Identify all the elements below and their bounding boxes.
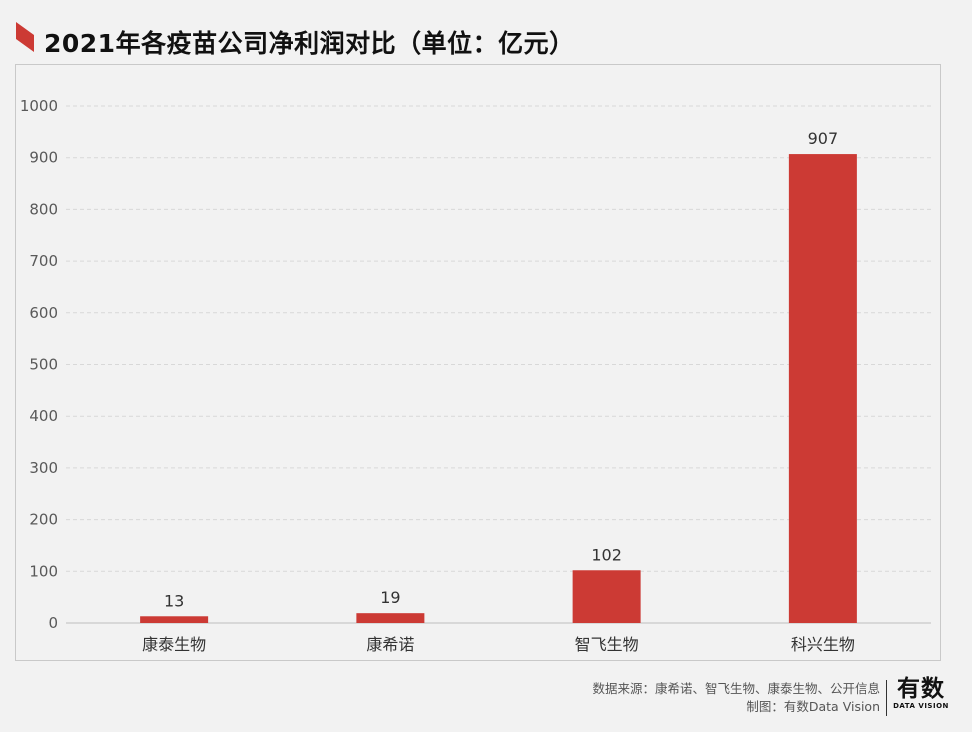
y-tick-label: 400 [29, 407, 58, 425]
x-tick-label: 康希诺 [366, 635, 414, 654]
y-tick-label: 900 [29, 149, 58, 167]
chart-area: 0 100 200 300 400 500 600 700 800 900 1000 13 康泰生物 19… [15, 64, 941, 661]
y-tick-label: 100 [29, 562, 58, 580]
y-tick-label: 300 [29, 459, 58, 477]
bar-2 [356, 613, 425, 623]
data-label: 19 [380, 588, 400, 607]
y-tick-label: 500 [29, 356, 58, 374]
bar-3 [572, 570, 641, 623]
y-tick-label: 600 [29, 304, 58, 322]
data-label: 13 [164, 591, 184, 610]
logo-text: 有数 [897, 676, 945, 702]
x-tick-label: 康泰生物 [142, 635, 206, 654]
logo-divider [886, 680, 887, 716]
brand-logo: 有数 DATA VISION [893, 676, 949, 710]
chart-credit: 制图：有数Data Vision [746, 699, 880, 714]
bar-4 [788, 154, 857, 623]
y-tick-label: 800 [29, 200, 58, 218]
y-tick-label: 700 [29, 252, 58, 270]
logo-subtext: DATA VISION [893, 702, 949, 710]
footer: 数据来源：康希诺、智飞生物、康泰生物、公开信息 制图：有数Data Vision [592, 680, 880, 716]
data-label: 102 [591, 545, 622, 564]
bar-1 [140, 616, 209, 623]
y-tick-label: 200 [29, 511, 58, 529]
data-source: 数据来源：康希诺、智飞生物、康泰生物、公开信息 [592, 681, 880, 696]
data-label: 907 [808, 129, 839, 148]
x-tick-label: 科兴生物 [791, 635, 855, 654]
x-tick-label: 智飞生物 [575, 635, 639, 654]
y-tick-label: 0 [48, 614, 58, 632]
bar-chart: 0 100 200 300 400 500 600 700 800 900 1000 13 康泰生物 19… [20, 97, 931, 654]
y-tick-label: 1000 [20, 97, 58, 115]
chart-title: 2021年各疫苗公司净利润对比（单位：亿元） [44, 29, 575, 58]
title-accent-icon [16, 22, 34, 52]
